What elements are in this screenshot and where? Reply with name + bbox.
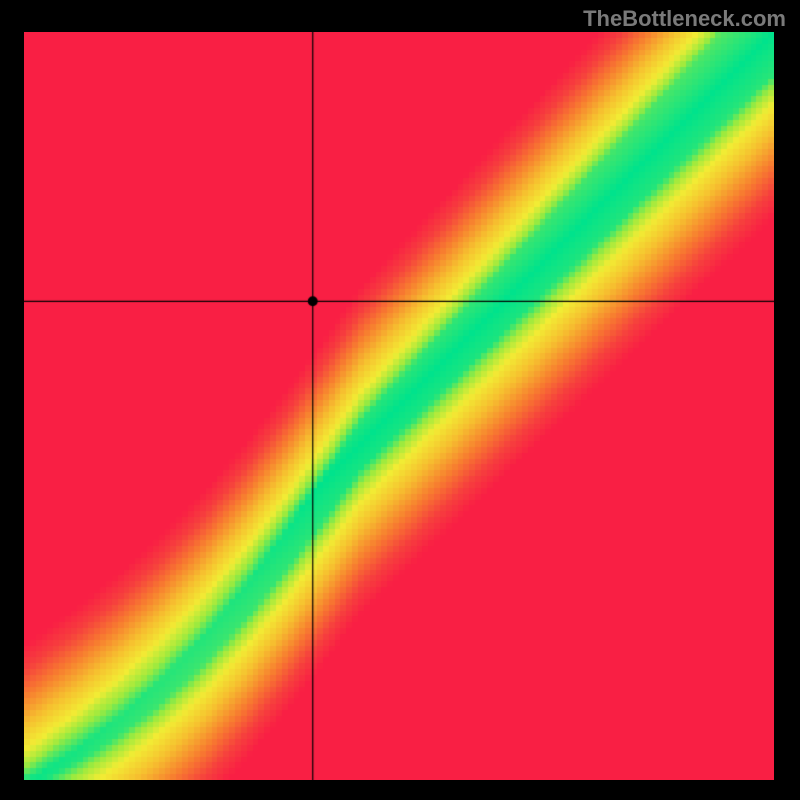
chart-container: TheBottleneck.com — [0, 0, 800, 800]
watermark-label: TheBottleneck.com — [583, 6, 786, 32]
bottleneck-heatmap — [24, 32, 774, 780]
